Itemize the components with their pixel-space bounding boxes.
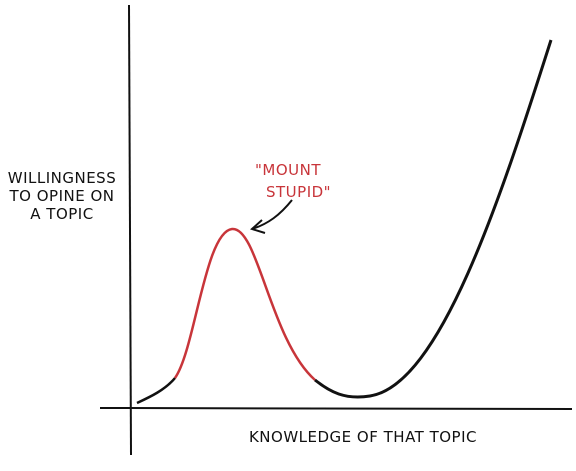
- arrow-head: [250, 219, 266, 234]
- y-axis-label: TO OPINE ON: [8, 187, 114, 205]
- annotation: STUPID": [266, 183, 331, 201]
- y-axis-label: A TOPIC: [30, 205, 93, 223]
- x-axis: [99, 407, 573, 410]
- mount-stupid-curve: [173, 227, 316, 381]
- curve: [314, 39, 553, 399]
- y-axis: [128, 4, 132, 456]
- y-axis-label: WILLINGNESS: [8, 169, 116, 187]
- curve: [136, 377, 176, 405]
- x-axis-label: KNOWLEDGE OF THAT TOPIC: [249, 428, 477, 446]
- annotation: "MOUNT: [255, 161, 321, 179]
- arrow: [251, 199, 293, 230]
